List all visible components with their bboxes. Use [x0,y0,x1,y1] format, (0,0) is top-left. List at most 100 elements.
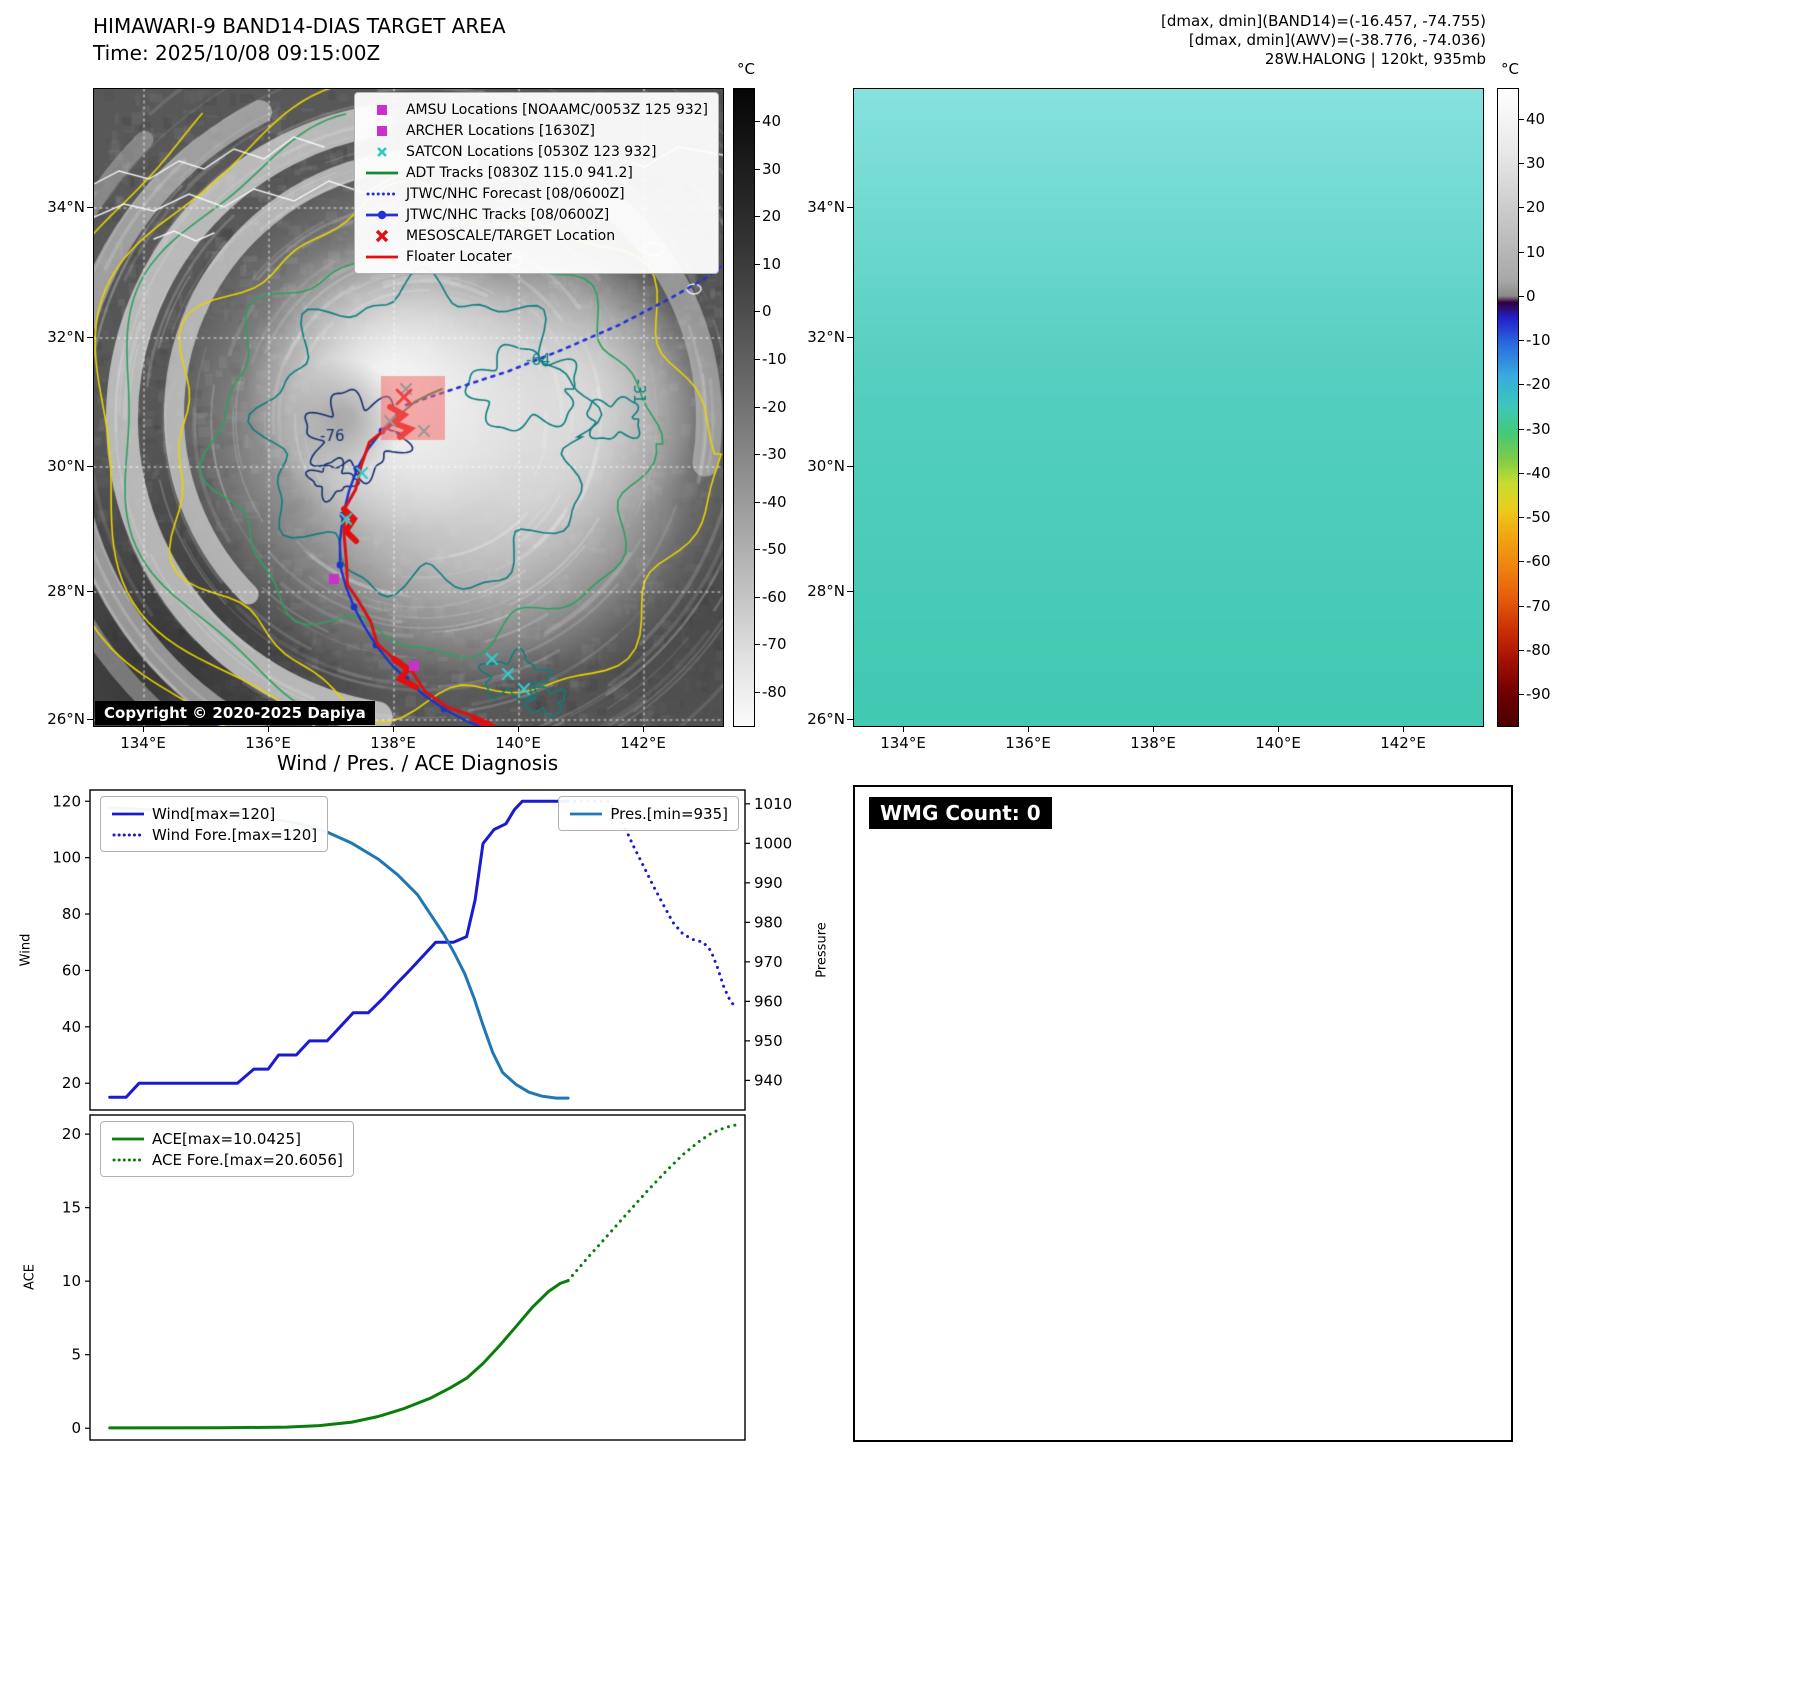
lon-tick: 142°E [1380,734,1426,752]
colorbar-tick: 40 [762,112,782,131]
tick-mark [755,168,760,170]
lon-tick: 138°E [1130,734,1176,752]
tick-mark [1519,605,1524,607]
x-bold-icon [365,228,399,244]
dotted-line-icon [365,186,399,202]
dotted-line-icon [111,827,145,843]
tick-mark [847,591,853,592]
colorbar-tick: -80 [762,682,787,701]
lon-tick: 136°E [245,734,291,752]
tick-mark [87,591,93,592]
tick-mark [1519,694,1524,696]
svg-text:970: 970 [754,953,783,971]
svg-text:40: 40 [62,1018,81,1036]
legend-item: ACE[max=10.0425] [111,1128,343,1149]
lon-tick: 134°E [880,734,926,752]
tick-mark [847,207,853,208]
legend-item: ARCHER Locations [1630Z] [365,120,708,141]
tick-mark [755,406,760,408]
wind-legend: Wind[max=120] Wind Fore.[max=120] [100,796,329,852]
tick-mark [87,207,93,208]
lon-tick: 136°E [1005,734,1051,752]
colorbar-tick: -80 [1526,640,1551,659]
tick-mark [1519,649,1524,651]
lat-tick: 34°N [807,198,845,216]
tick-mark [393,726,394,732]
colorbar-tick: 40 [1526,109,1546,128]
svg-text:950: 950 [754,1032,783,1050]
storm-id-intensity: 28W.HALONG | 120kt, 935mb [1264,50,1486,68]
svg-text:1000: 1000 [754,834,792,852]
lat-tick: 32°N [807,328,845,346]
diagnosis-title: Wind / Pres. / ACE Diagnosis [276,751,559,775]
pressure-legend: Pres.[min=935] [558,796,739,831]
svg-text:15: 15 [62,1199,81,1217]
tick-mark [755,216,760,218]
svg-text:20: 20 [62,1125,81,1143]
colorbar-tick: -50 [762,540,787,559]
line-icon [569,806,603,822]
tick-mark [1519,207,1524,209]
legend-item: AMSU Locations [NOAAMC/0053Z 125 932] [365,99,708,120]
colorbar-tick: -30 [1526,419,1551,438]
legend-item: ACE Fore.[max=20.6056] [111,1149,343,1170]
line-marker-icon [365,207,399,223]
colorbar-tick: -60 [1526,552,1551,571]
tick-mark [755,358,760,360]
band14-colorbar [733,88,755,727]
legend-item: Pres.[min=935] [569,803,728,824]
awv-colorbar-unit: °C [1501,60,1519,78]
ace-legend: ACE[max=10.0425] ACE Fore.[max=20.6056] [100,1121,354,1177]
svg-text:990: 990 [754,874,783,892]
colorbar-tick: -10 [1526,331,1551,350]
legend-label: MESOSCALE/TARGET Location [405,227,616,244]
colorbar-tick: 0 [1526,286,1536,305]
legend-label: Wind Fore.[max=120] [152,825,318,844]
tick-mark [1028,726,1029,732]
tick-mark [755,311,760,313]
colorbar-tick: -20 [762,397,787,416]
legend-label: Wind[max=120] [152,804,276,823]
colorbar-tick: -50 [1526,508,1551,527]
legend-item: JTWC/NHC Forecast [08/0600Z] [365,183,708,204]
tick-mark [1153,726,1154,732]
awv-colorbar [1497,88,1519,727]
tick-mark [755,501,760,503]
svg-text:0: 0 [71,1419,81,1437]
colorbar-tick: 0 [762,302,772,321]
legend-item: JTWC/NHC Tracks [08/0600Z] [365,204,708,225]
tick-mark [847,719,853,720]
x-icon [365,144,399,160]
lat-tick: 30°N [47,457,85,475]
colorbar-tick: 30 [762,159,782,178]
ace-axis-label: ACE [22,1264,38,1290]
tick-mark [643,726,644,732]
svg-text:1010: 1010 [754,795,792,813]
tick-mark [1519,384,1524,386]
tick-mark [1519,295,1524,297]
lon-tick: 140°E [495,734,541,752]
legend-item: Floater Locater [365,246,708,267]
wmg-grid-canvas [855,787,1511,1440]
colorbar-tick: 30 [1526,154,1546,173]
tick-mark [755,549,760,551]
colorbar-tick: -10 [762,349,787,368]
lat-tick: 32°N [47,328,85,346]
wind-axis-label: Wind [18,933,34,967]
svg-text:960: 960 [754,992,783,1010]
colorbar-tick: 10 [762,254,782,273]
tick-mark [755,263,760,265]
lat-tick: 28°N [47,582,85,600]
tick-mark [755,644,760,646]
dmax-dmin-band14: [dmax, dmin](BAND14)=(-16.457, -74.755) [1161,12,1486,30]
colorbar-tick: -40 [762,492,787,511]
tick-mark [755,454,760,456]
tick-mark [1519,340,1524,342]
legend-item: Wind Fore.[max=120] [111,824,317,845]
square-icon [365,123,399,139]
tick-mark [1519,517,1524,519]
tick-mark [847,466,853,467]
legend-label: ACE Fore.[max=20.6056] [152,1150,343,1169]
tick-mark [87,466,93,467]
awv-satellite-canvas [854,89,1483,726]
